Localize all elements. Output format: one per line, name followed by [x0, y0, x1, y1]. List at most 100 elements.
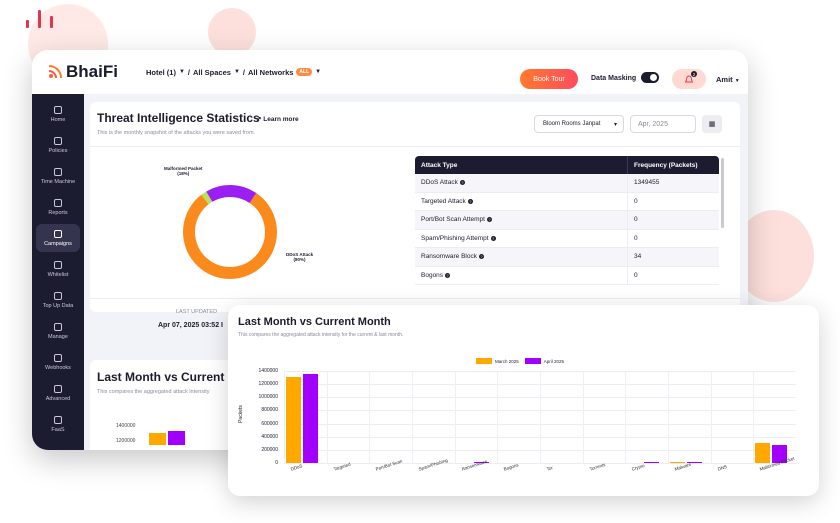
info-icon[interactable]: ?: [479, 254, 484, 260]
bar-april-11[interactable]: [772, 445, 788, 463]
bar-march-11[interactable]: [755, 443, 771, 463]
x-tick-label: DDoS: [290, 463, 303, 472]
crumb-hotel[interactable]: Hotel (1): [145, 67, 176, 77]
y-axis-label: Packets: [237, 405, 244, 423]
legend-item-march[interactable]: March 2025: [476, 358, 519, 364]
donut-label-malformed: Malformed Packet (18%): [164, 166, 203, 176]
sidebar-item-label: Top Up Data: [42, 302, 74, 309]
chevron-down-icon: ▾: [613, 121, 617, 128]
crumb-networks[interactable]: All Networks: [247, 67, 294, 77]
home-icon: [54, 105, 62, 114]
chevron-down-icon: ▼: [734, 78, 740, 84]
bar-march-9[interactable]: [670, 461, 685, 463]
wifi-logo-icon: [48, 65, 62, 79]
attack-type-cell: Bogons?: [415, 266, 628, 285]
comparison-subtitle-behind: This compares the aggregated attack inte…: [97, 389, 210, 395]
info-icon[interactable]: ?: [445, 272, 451, 278]
sidebar-item-label: Webhooks: [45, 364, 71, 371]
frequency-cell: 0: [627, 266, 719, 285]
crumb-spaces[interactable]: All Spaces: [193, 67, 231, 77]
sidebar-item-webhooks[interactable]: Webhooks: [36, 348, 80, 376]
donut-slice-malformed[interactable]: [173, 175, 287, 289]
col-attack-type: Attack Type: [415, 156, 628, 174]
grid-line: [582, 371, 584, 463]
sidebar-item-top-up-data[interactable]: Top Up Data: [36, 286, 80, 314]
topup-icon: [54, 291, 62, 300]
table-row: Ransomware Block? 34: [415, 247, 719, 267]
attack-type-text: DDoS Attack: [421, 179, 458, 187]
webhooks-icon: [54, 353, 62, 362]
book-tour-button[interactable]: Book Tour: [520, 69, 578, 89]
behind-bar-april: [168, 431, 185, 445]
grid-line: [284, 463, 796, 464]
last-updated-label: LAST UPDATED: [176, 309, 218, 315]
month-picker[interactable]: Apr, 2025: [630, 115, 696, 133]
bell-icon: [685, 75, 693, 82]
table-row: Port/Bot Scan Attempt? 0: [415, 210, 719, 230]
sidebar-item-manage[interactable]: Manage: [36, 317, 80, 345]
sidebar-item-campaigns[interactable]: Campaigns: [36, 224, 80, 252]
sidebar-item-faas[interactable]: FaaS: [36, 410, 80, 438]
calendar-icon[interactable]: ▦: [702, 115, 722, 133]
campaigns-icon: [54, 229, 62, 238]
attack-type-cell: Targeted Attack?: [415, 192, 628, 211]
last-updated-value: Apr 07, 2025 03:52 I: [158, 322, 223, 329]
sidebar-item-time-machine[interactable]: Time Machine: [36, 162, 80, 190]
info-icon[interactable]: ?: [459, 180, 465, 186]
info-icon[interactable]: ?: [486, 217, 492, 223]
bar-april-8[interactable]: [644, 461, 660, 463]
grid-line: [753, 371, 755, 463]
legend-item-april[interactable]: April 2025: [524, 358, 565, 364]
sidebar-item-advanced[interactable]: Advanced: [36, 379, 80, 407]
notifications-button[interactable]: 2: [672, 69, 706, 89]
chevron-down-icon[interactable]: ▼: [233, 69, 240, 75]
threat-stats-subtitle: This is the monthly snapshot of the atta…: [97, 130, 256, 136]
sidebar-item-label: Policies: [48, 147, 68, 154]
data-masking-label: Data Masking: [591, 75, 637, 82]
x-tick-label: Spam/Phishing: [418, 457, 449, 472]
grid-line: [454, 371, 456, 463]
network-select[interactable]: Bloom Rooms Janpat ▾: [534, 115, 624, 133]
network-select-value: Bloom Rooms Janpat: [543, 121, 601, 127]
data-masking-toggle[interactable]: [641, 72, 659, 83]
y-tick-label: 1400000: [258, 368, 278, 374]
bar-april-0[interactable]: [303, 374, 318, 463]
legend-swatch-march: [476, 358, 492, 364]
learn-more-link[interactable]: ↗ Learn more: [256, 116, 299, 123]
attack-type-text: Bogons: [421, 271, 444, 279]
chevron-down-icon[interactable]: ▼: [178, 69, 185, 75]
brand-logo[interactable]: BhaiFi: [48, 62, 118, 82]
user-menu[interactable]: Amit ▼: [716, 75, 740, 84]
bar-march-0[interactable]: [286, 376, 301, 463]
y-tick-label: 1000000: [258, 394, 278, 401]
grid-line: [540, 371, 541, 463]
comparison-card: Last Month vs Current Month This compare…: [228, 305, 819, 496]
x-tick-label: Crypto: [631, 462, 646, 472]
attack-type-text: Spam/Phishing Attempt: [421, 234, 489, 242]
sidebar-item-policies[interactable]: Policies: [36, 131, 80, 159]
bar-april-9[interactable]: [687, 461, 702, 463]
x-tick-label: Port/Bot Scan: [375, 458, 404, 472]
info-icon[interactable]: ?: [467, 198, 473, 204]
chevron-down-icon[interactable]: ▼: [315, 69, 322, 75]
legend-label-april: April 2025: [543, 358, 565, 364]
sidebar-item-label: Manage: [48, 333, 68, 340]
y-tick: 1400000: [116, 423, 136, 429]
sidebar-item-whitelist[interactable]: Whitelist: [36, 255, 80, 283]
bar-april-4[interactable]: [473, 461, 489, 463]
attack-type-text: Targeted Attack: [421, 197, 466, 205]
comparison-title: Last Month vs Current Month: [238, 316, 391, 328]
x-tick-label: DNS: [716, 464, 728, 472]
reports-icon: [54, 198, 62, 207]
sidebar-item-reports[interactable]: Reports: [36, 193, 80, 221]
info-icon[interactable]: ?: [490, 235, 496, 241]
user-name: Amit: [716, 75, 733, 84]
table-row: Targeted Attack? 0: [415, 192, 719, 211]
sidebar-item-home[interactable]: Home: [36, 100, 80, 128]
sidebar-item-label: Whitelist: [47, 271, 69, 278]
sidebar-item-label: Home: [50, 116, 66, 123]
y-tick-label: 1200000: [258, 381, 278, 388]
table-scrollbar[interactable]: [721, 158, 724, 228]
attack-type-text: Port/Bot Scan Attempt: [421, 216, 485, 224]
sidebar-item-label: Advanced: [45, 395, 71, 402]
